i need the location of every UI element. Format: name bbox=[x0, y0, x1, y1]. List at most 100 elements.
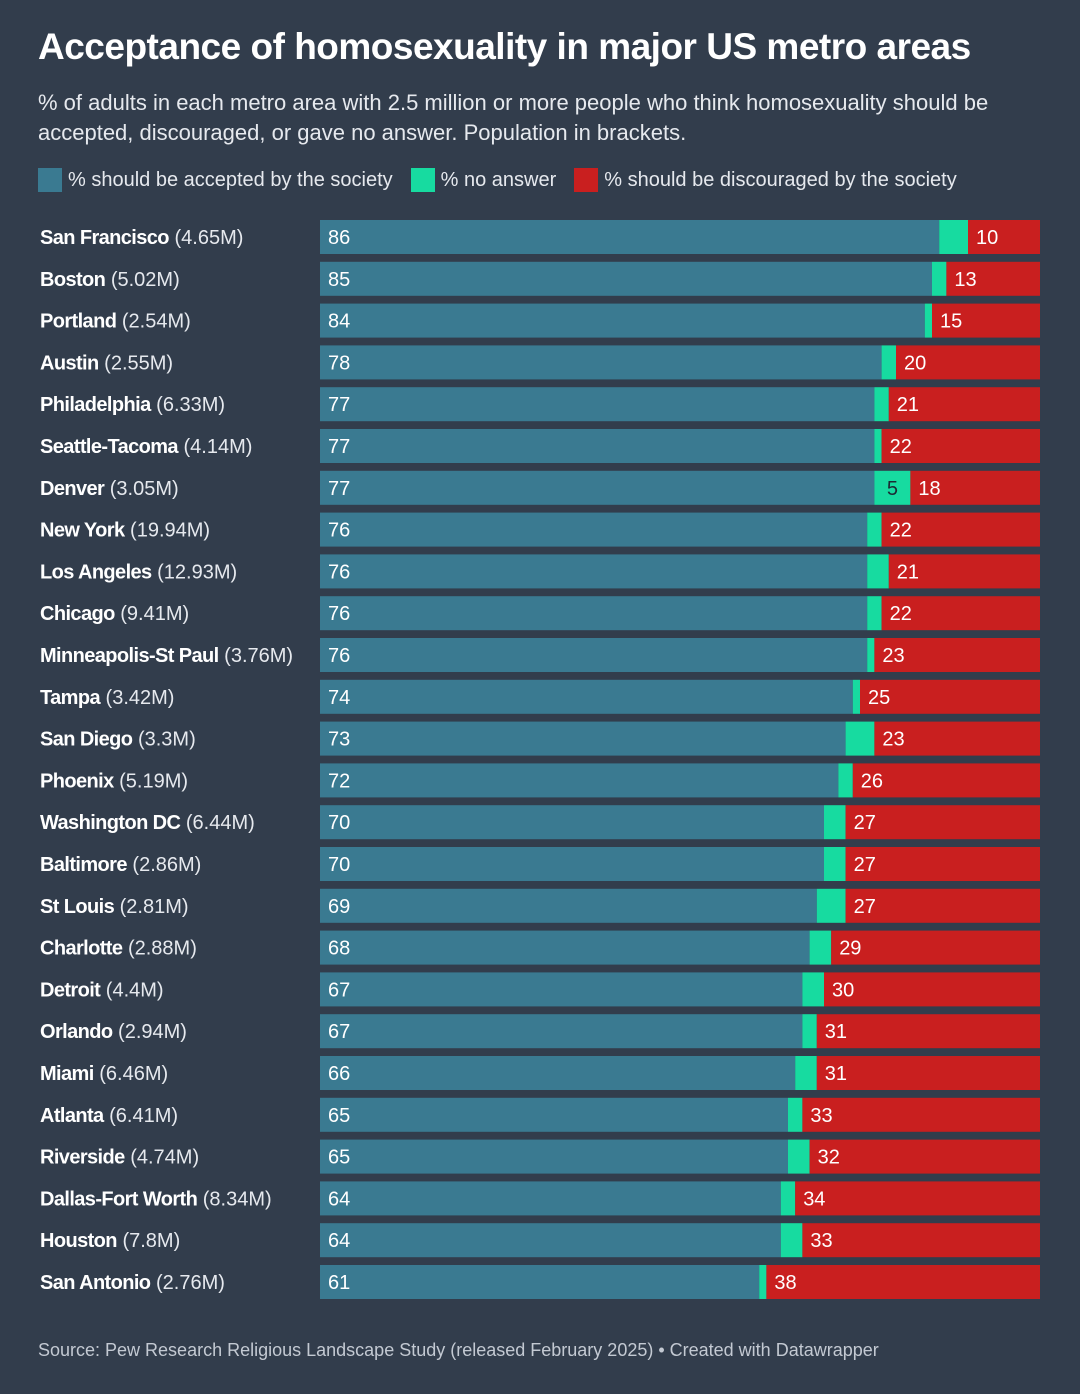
bar-discouraged bbox=[888, 387, 1040, 422]
category-label: Tampa (3.42M) bbox=[40, 687, 174, 709]
bar-no-answer bbox=[816, 888, 846, 923]
category-population: (2.55M) bbox=[99, 352, 173, 374]
category-population: (7.8M) bbox=[117, 1230, 180, 1252]
data-label-discouraged: 15 bbox=[940, 311, 962, 333]
data-label-no-answer: 5 bbox=[887, 478, 898, 500]
bar-discouraged bbox=[766, 1265, 1040, 1299]
bar-no-answer bbox=[809, 930, 832, 965]
data-label-discouraged: 30 bbox=[832, 979, 854, 1001]
bar-discouraged bbox=[888, 554, 1040, 589]
data-label-accepted: 86 bbox=[328, 227, 350, 249]
category-population: (6.46M) bbox=[94, 1063, 168, 1085]
category-population: (9.41M) bbox=[115, 603, 189, 625]
category-name: St Louis bbox=[40, 896, 115, 918]
category-population: (3.3M) bbox=[132, 729, 195, 751]
category-name: Houston bbox=[40, 1230, 117, 1252]
category-name: Riverside bbox=[40, 1147, 125, 1169]
bar-accepted bbox=[320, 679, 853, 714]
data-label-accepted: 76 bbox=[328, 520, 350, 542]
data-label-discouraged: 33 bbox=[810, 1105, 832, 1127]
legend-label-discouraged: % should be discouraged by the society bbox=[604, 168, 957, 191]
bar-discouraged bbox=[946, 261, 1040, 296]
data-label-discouraged: 31 bbox=[825, 1021, 847, 1043]
bar-accepted bbox=[320, 1014, 803, 1049]
bar-no-answer bbox=[838, 763, 853, 798]
data-label-accepted: 73 bbox=[328, 729, 350, 751]
bar-no-answer bbox=[802, 1014, 817, 1049]
category-population: (6.44M) bbox=[180, 812, 254, 834]
bar-no-answer bbox=[874, 429, 882, 463]
category-label: Detroit (4.4M) bbox=[40, 979, 164, 1001]
category-label: Charlotte (2.88M) bbox=[40, 938, 197, 960]
category-label: Denver (3.05M) bbox=[40, 478, 179, 500]
bar-discouraged bbox=[860, 679, 1040, 714]
data-label-accepted: 85 bbox=[328, 269, 350, 291]
bar-accepted bbox=[320, 638, 868, 672]
category-population: (6.33M) bbox=[151, 394, 225, 416]
bar-no-answer bbox=[852, 679, 860, 714]
category-population: (5.02M) bbox=[105, 269, 179, 291]
bar-accepted bbox=[320, 763, 839, 798]
category-label: Seattle-Tacoma (4.14M) bbox=[40, 436, 252, 458]
data-label-accepted: 64 bbox=[328, 1230, 350, 1252]
data-label-discouraged: 34 bbox=[803, 1188, 825, 1210]
category-name: Dallas-Fort Worth bbox=[40, 1188, 197, 1210]
bar-discouraged bbox=[932, 303, 1040, 338]
data-label-accepted: 66 bbox=[328, 1063, 350, 1085]
data-label-discouraged: 21 bbox=[897, 561, 919, 583]
category-population: (12.93M) bbox=[152, 561, 238, 583]
category-population: (2.86M) bbox=[127, 854, 201, 876]
bar-no-answer bbox=[932, 261, 947, 296]
category-label: Los Angeles (12.93M) bbox=[40, 561, 237, 583]
category-population: (2.88M) bbox=[122, 938, 196, 960]
category-population: (3.05M) bbox=[104, 478, 178, 500]
data-label-discouraged: 38 bbox=[774, 1272, 796, 1294]
category-label: Baltimore (2.86M) bbox=[40, 854, 201, 876]
category-population: (3.76M) bbox=[219, 645, 293, 667]
bar-no-answer bbox=[824, 847, 846, 881]
category-population: (2.76M) bbox=[150, 1272, 224, 1294]
data-label-accepted: 67 bbox=[328, 979, 350, 1001]
data-label-discouraged: 33 bbox=[810, 1230, 832, 1252]
bar-accepted bbox=[320, 261, 932, 296]
bar-discouraged bbox=[802, 1097, 1040, 1132]
data-label-discouraged: 21 bbox=[897, 394, 919, 416]
data-label-discouraged: 10 bbox=[976, 227, 998, 249]
data-label-accepted: 76 bbox=[328, 561, 350, 583]
bar-no-answer bbox=[874, 387, 889, 422]
bar-discouraged bbox=[816, 1014, 1040, 1049]
bar-no-answer bbox=[867, 554, 889, 589]
bar-no-answer bbox=[845, 721, 875, 756]
bar-accepted bbox=[320, 512, 868, 547]
data-label-accepted: 77 bbox=[328, 394, 350, 416]
bar-discouraged bbox=[824, 972, 1040, 1007]
legend-swatch-no-answer bbox=[410, 168, 435, 192]
category-label: Washington DC (6.44M) bbox=[40, 812, 255, 834]
legend-item-discouraged: % should be discouraged by the society bbox=[574, 168, 957, 192]
data-label-discouraged: 22 bbox=[890, 436, 912, 458]
category-population: (5.19M) bbox=[114, 770, 188, 792]
data-label-accepted: 68 bbox=[328, 938, 350, 960]
data-label-accepted: 84 bbox=[328, 311, 350, 333]
category-name: Tampa bbox=[40, 687, 101, 709]
bar-accepted bbox=[320, 721, 846, 756]
bar-discouraged bbox=[910, 470, 1040, 505]
category-name: Los Angeles bbox=[40, 561, 152, 583]
bar-accepted bbox=[320, 847, 824, 881]
legend-item-accepted: % should be accepted by the society bbox=[38, 168, 393, 192]
category-label: Phoenix (5.19M) bbox=[40, 770, 188, 792]
stacked-bar-chart: San Francisco (4.65M) 86 10 Boston (5.02M) 8… bbox=[40, 220, 1040, 1299]
category-label: Houston (7.8M) bbox=[40, 1230, 180, 1252]
data-label-accepted: 65 bbox=[328, 1105, 350, 1127]
category-name: Denver bbox=[40, 478, 105, 500]
data-label-discouraged: 27 bbox=[854, 854, 876, 876]
data-label-discouraged: 32 bbox=[818, 1147, 840, 1169]
category-label: Boston (5.02M) bbox=[40, 269, 180, 291]
bar-discouraged bbox=[831, 930, 1040, 965]
data-label-discouraged: 13 bbox=[954, 269, 976, 291]
category-population: (2.54M) bbox=[116, 311, 190, 333]
bar-discouraged bbox=[968, 220, 1040, 254]
data-label-accepted: 70 bbox=[328, 854, 350, 876]
bar-no-answer bbox=[867, 596, 882, 631]
data-label-accepted: 65 bbox=[328, 1147, 350, 1169]
